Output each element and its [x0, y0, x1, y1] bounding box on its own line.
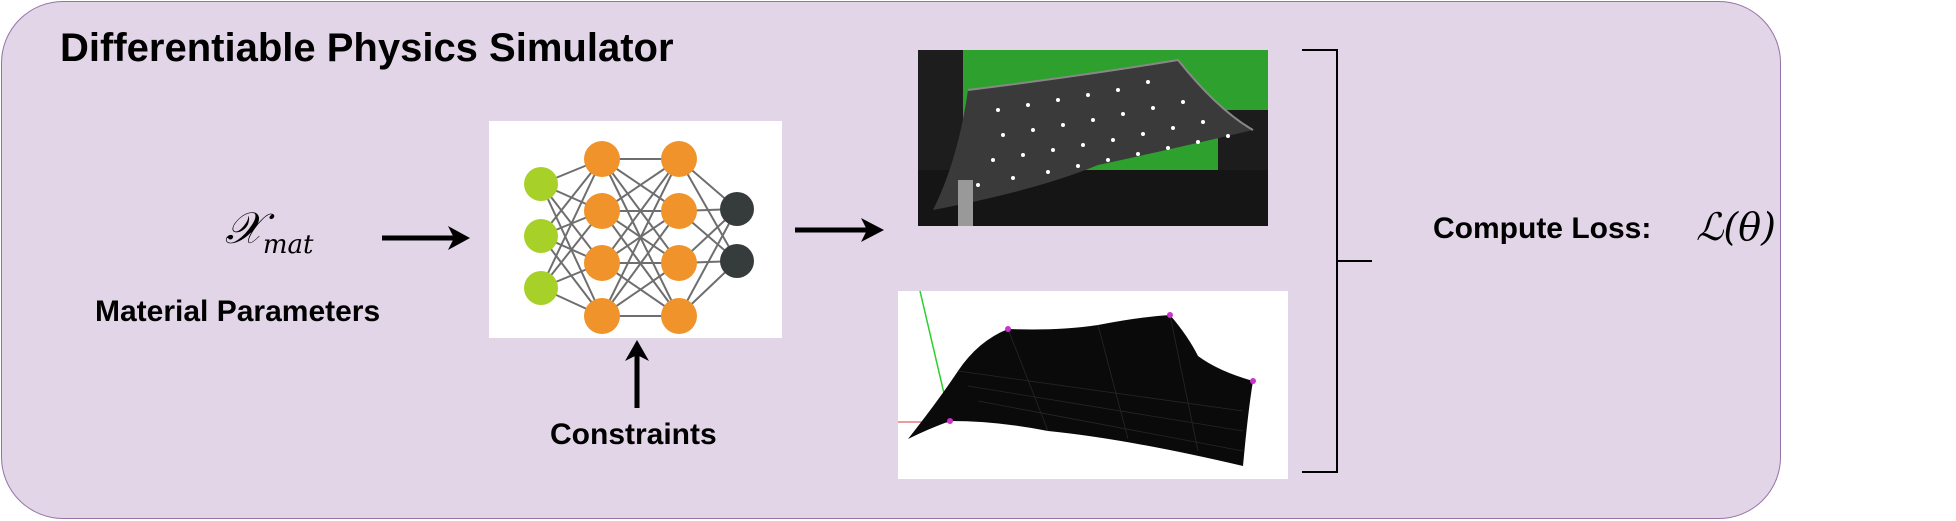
- material-parameters-label: Material Parameters: [95, 295, 381, 328]
- compute-loss-label: Compute Loss:: [1433, 212, 1651, 246]
- compute-loss-text: Compute Loss:: [1433, 212, 1652, 245]
- loss-symbol-script: ℒ: [1696, 205, 1724, 249]
- loss-symbol: ℒ(θ): [1696, 205, 1776, 249]
- loss-symbol-argument: (θ): [1723, 205, 1776, 249]
- neural-network-icon: [524, 141, 754, 334]
- simulator-panel: [1, 1, 1781, 519]
- cloth-photo-graphic: [918, 50, 1268, 226]
- real-cloth-photo: [918, 50, 1268, 226]
- constraints-label: Constraints: [550, 418, 717, 451]
- input-symbol: 𝒳mat: [225, 203, 313, 260]
- cloth-mesh-graphic: [898, 291, 1288, 479]
- diagram-title: Differentiable Physics Simulator: [60, 26, 674, 70]
- neural-network-image: [489, 121, 782, 338]
- simulated-cloth-render: [898, 291, 1288, 479]
- input-symbol-subscript: mat: [262, 229, 314, 260]
- input-symbol-base: 𝒳: [225, 203, 263, 254]
